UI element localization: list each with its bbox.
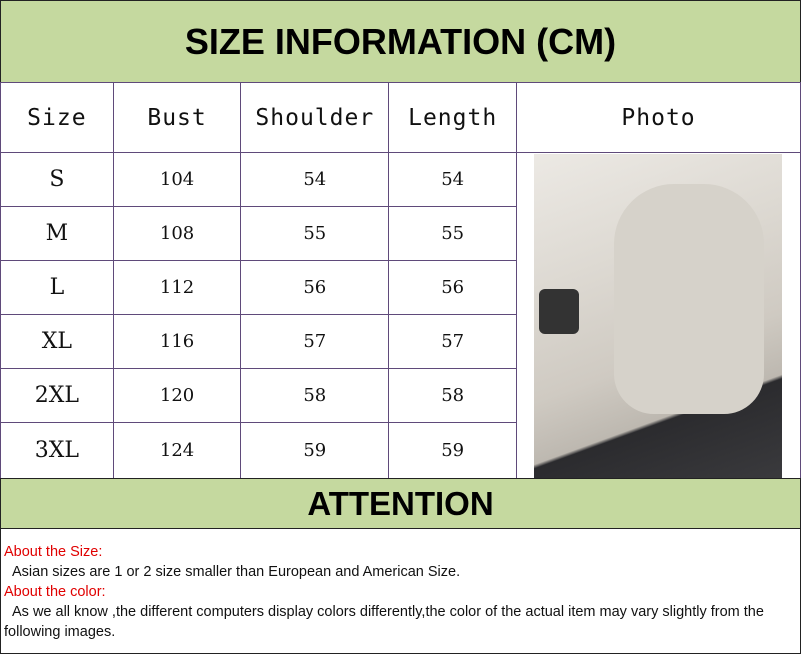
size-cell: M xyxy=(0,206,114,261)
size-note-heading: About the Size: xyxy=(4,544,103,560)
bust-cell: 124 xyxy=(112,422,242,479)
table-row: S 104 54 54 xyxy=(0,152,801,479)
size-information-title: SIZE INFORMATION (CM) xyxy=(0,0,801,83)
length-cell: 58 xyxy=(388,368,518,423)
header-bust: Bust xyxy=(112,82,242,153)
size-cell: S xyxy=(0,152,114,207)
header-shoulder: Shoulder xyxy=(240,82,390,153)
color-note-text: As we all know ,the different computers … xyxy=(4,604,764,640)
bust-cell: 112 xyxy=(112,260,242,315)
size-cell: XL xyxy=(0,314,114,369)
bust-cell: 108 xyxy=(112,206,242,261)
size-table: Size Bust Shoulder Length Photo S 104 54… xyxy=(0,82,801,479)
notes-section: About the Size: Asian sizes are 1 or 2 s… xyxy=(0,528,801,654)
length-cell: 54 xyxy=(388,152,518,207)
shoulder-cell: 59 xyxy=(240,422,390,479)
length-cell: 59 xyxy=(388,422,518,479)
bust-cell: 116 xyxy=(112,314,242,369)
table-row: XL 116 57 57 xyxy=(0,314,801,369)
table-row: 2XL 120 58 58 xyxy=(0,368,801,423)
shoulder-cell: 54 xyxy=(240,152,390,207)
table-row: M 108 55 55 xyxy=(0,206,801,261)
size-cell: 2XL xyxy=(0,368,114,423)
photo-cell xyxy=(516,152,801,479)
size-note-text: Asian sizes are 1 or 2 size smaller than… xyxy=(12,564,461,580)
length-cell: 55 xyxy=(388,206,518,261)
bust-cell: 120 xyxy=(112,368,242,423)
bust-cell: 104 xyxy=(112,152,242,207)
product-photo xyxy=(534,154,783,478)
length-cell: 57 xyxy=(388,314,518,369)
attention-banner: ATTENTION xyxy=(0,478,801,529)
color-note-heading: About the color: xyxy=(4,584,106,600)
length-cell: 56 xyxy=(388,260,518,315)
header-length: Length xyxy=(388,82,518,153)
size-cell: 3XL xyxy=(0,422,114,479)
header-row: Size Bust Shoulder Length Photo xyxy=(0,82,801,153)
shoulder-cell: 58 xyxy=(240,368,390,423)
shoulder-cell: 55 xyxy=(240,206,390,261)
shoulder-cell: 57 xyxy=(240,314,390,369)
header-size: Size xyxy=(0,82,114,153)
header-photo: Photo xyxy=(516,82,801,153)
table-row: L 112 56 56 xyxy=(0,260,801,315)
shoulder-cell: 56 xyxy=(240,260,390,315)
size-cell: L xyxy=(0,260,114,315)
table-row: 3XL 124 59 59 xyxy=(0,422,801,479)
